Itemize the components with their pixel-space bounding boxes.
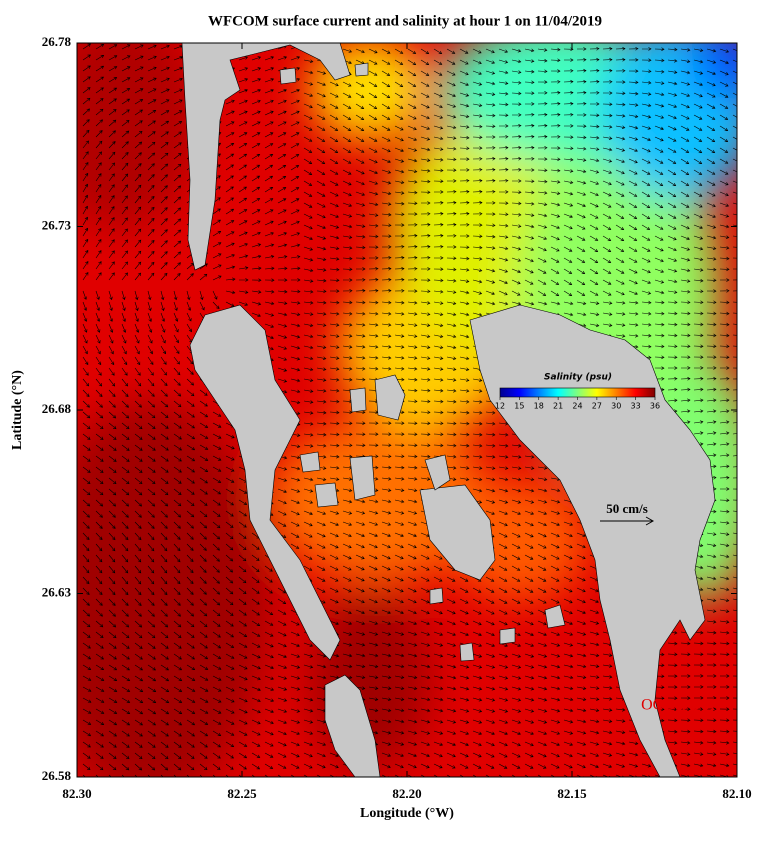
colorbar-tick-label: 12	[495, 402, 505, 411]
colorbar-title: Salinity (psu)	[544, 373, 612, 383]
y-tick-label: 26.68	[42, 401, 72, 416]
x-tick-label: 82.15	[557, 786, 587, 801]
colorbar-tick-label: 24	[572, 402, 582, 411]
colorbar: Salinity (psu) 12 15 18 21 24 27 30 33 36	[495, 373, 660, 411]
scale-arrow: 50 cm/s	[600, 501, 655, 526]
colorbar-tick-label: 18	[534, 402, 544, 411]
map-title: WFCOM surface current and salinity at ho…	[208, 13, 602, 29]
x-tick-label: 82.10	[722, 786, 751, 801]
land	[181, 43, 716, 777]
y-tick-label: 26.73	[42, 217, 72, 232]
y-tick-label: 26.78	[42, 34, 72, 49]
x-tick-label: 82.25	[227, 786, 257, 801]
colorbar-tick-label: 27	[592, 402, 602, 411]
y-tick-label: 26.63	[42, 584, 72, 599]
colorbar-tick-label: 30	[611, 402, 621, 411]
colorbar-tick-label: 15	[514, 402, 524, 411]
x-axis-label: Longitude (°W)	[360, 806, 454, 821]
scale-label: 50 cm/s	[606, 501, 648, 516]
colorbar-scale	[499, 387, 656, 398]
colorbar-tick-label: 36	[650, 402, 660, 411]
y-tick-label: 26.58	[42, 768, 72, 783]
y-axis-label: Latitude (°N)	[10, 370, 25, 450]
colorbar-tick-label: 21	[553, 402, 563, 411]
x-tick-label: 82.30	[62, 786, 91, 801]
colorbar-tick-label: 33	[631, 402, 641, 411]
x-tick-label: 82.20	[392, 786, 421, 801]
scale-head	[645, 516, 655, 526]
credit: OCG@USF	[641, 697, 719, 714]
